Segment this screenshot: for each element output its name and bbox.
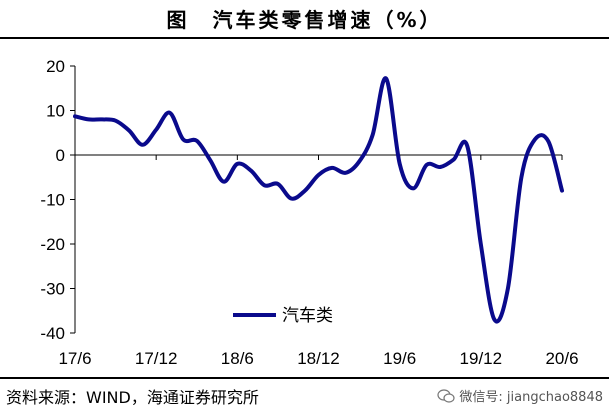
y-tick-label: 0 bbox=[56, 146, 65, 165]
y-tick-label: 20 bbox=[46, 57, 65, 76]
x-tick-label: 18/12 bbox=[297, 349, 340, 368]
y-tick-label: -30 bbox=[40, 280, 65, 299]
y-tick-label: -20 bbox=[40, 235, 65, 254]
series-line-汽车类 bbox=[73, 76, 564, 324]
top-rule bbox=[0, 37, 609, 39]
x-tick-label: 19/12 bbox=[460, 349, 503, 368]
watermark: 微信号: jiangchao8848 bbox=[437, 386, 603, 405]
x-tick-label: 20/6 bbox=[545, 349, 578, 368]
wechat-icon bbox=[437, 388, 456, 403]
x-tick-label: 19/6 bbox=[383, 349, 416, 368]
legend-label: 汽车类 bbox=[282, 306, 333, 325]
x-tick-label: 18/6 bbox=[221, 349, 254, 368]
y-tick-label: -40 bbox=[40, 324, 65, 343]
title-bar: 图 汽车类零售增速（%） bbox=[0, 0, 609, 36]
chart-title: 图 汽车类零售增速（%） bbox=[166, 7, 443, 32]
x-tick-label: 17/6 bbox=[58, 349, 91, 368]
source-note: 资料来源：WIND，海通证券研究所 bbox=[6, 388, 259, 407]
y-tick-label: 10 bbox=[46, 102, 65, 121]
x-tick-label: 17/12 bbox=[135, 349, 178, 368]
y-tick-label: -10 bbox=[40, 191, 65, 210]
line-chart: 20 10 0 -10 -20 -30 -40 17/6 17/12 18/6 18/12 19/6 1… bbox=[40, 57, 578, 368]
watermark-text: 微信号: jiangchao8848 bbox=[459, 390, 603, 405]
bottom-rule bbox=[0, 377, 609, 379]
